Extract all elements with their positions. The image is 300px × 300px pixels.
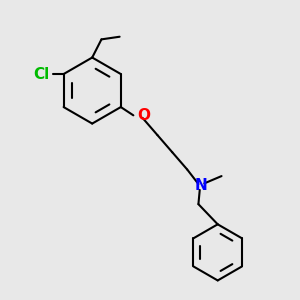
Text: N: N bbox=[195, 178, 207, 194]
Text: O: O bbox=[137, 108, 150, 123]
Text: Cl: Cl bbox=[34, 67, 50, 82]
